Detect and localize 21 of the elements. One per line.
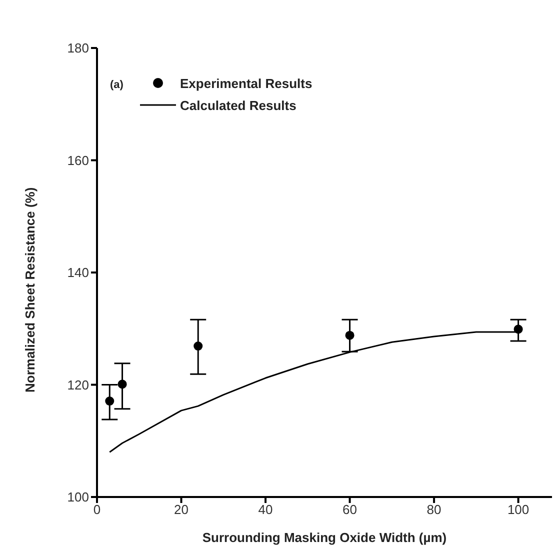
y-tick-label: 160 <box>67 152 89 168</box>
x-tick-label: 40 <box>258 502 273 518</box>
y-tick-label: 180 <box>67 40 89 56</box>
x-tick-label: 80 <box>426 502 442 518</box>
x-tick-label: 60 <box>342 502 358 518</box>
y-tick-label: 140 <box>67 265 89 280</box>
annotation: (a) <box>110 79 124 91</box>
x-tick-label: 20 <box>174 502 188 518</box>
y-tick-label: 120 <box>67 377 89 392</box>
x-axis-title: Surrounding Masking Oxide Width (µm) <box>202 530 447 545</box>
y-tick-label: 100 <box>67 490 89 505</box>
x-tick-label: 100 <box>507 502 530 518</box>
point <box>105 396 114 406</box>
point <box>194 342 203 351</box>
point <box>345 330 354 340</box>
point <box>514 324 523 334</box>
legend-label: Calculated Results <box>180 98 296 113</box>
point <box>118 380 127 389</box>
legend-label: Experimental Results <box>180 76 312 91</box>
x-tick-label: 0 <box>93 502 101 518</box>
y-axis-title: Normalized Sheet Resistance (%) <box>22 187 38 392</box>
